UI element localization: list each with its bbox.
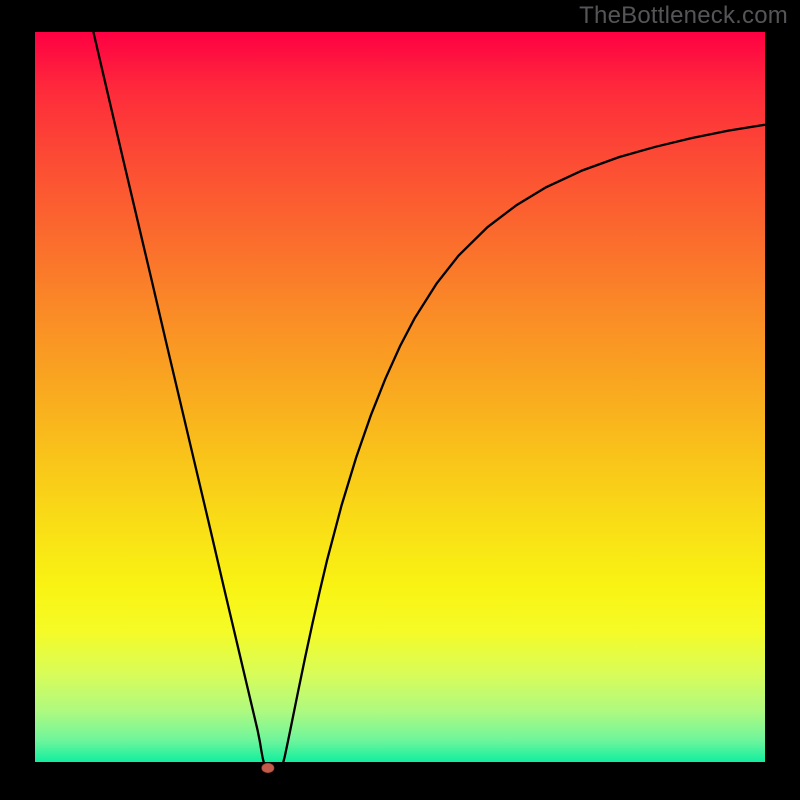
chart-container: TheBottleneck.com [0, 0, 800, 800]
curve-layer [35, 32, 765, 768]
bottleneck-curve [93, 32, 765, 767]
minimum-marker [262, 763, 274, 773]
plot-area [35, 32, 765, 768]
watermark-text: TheBottleneck.com [579, 2, 788, 30]
